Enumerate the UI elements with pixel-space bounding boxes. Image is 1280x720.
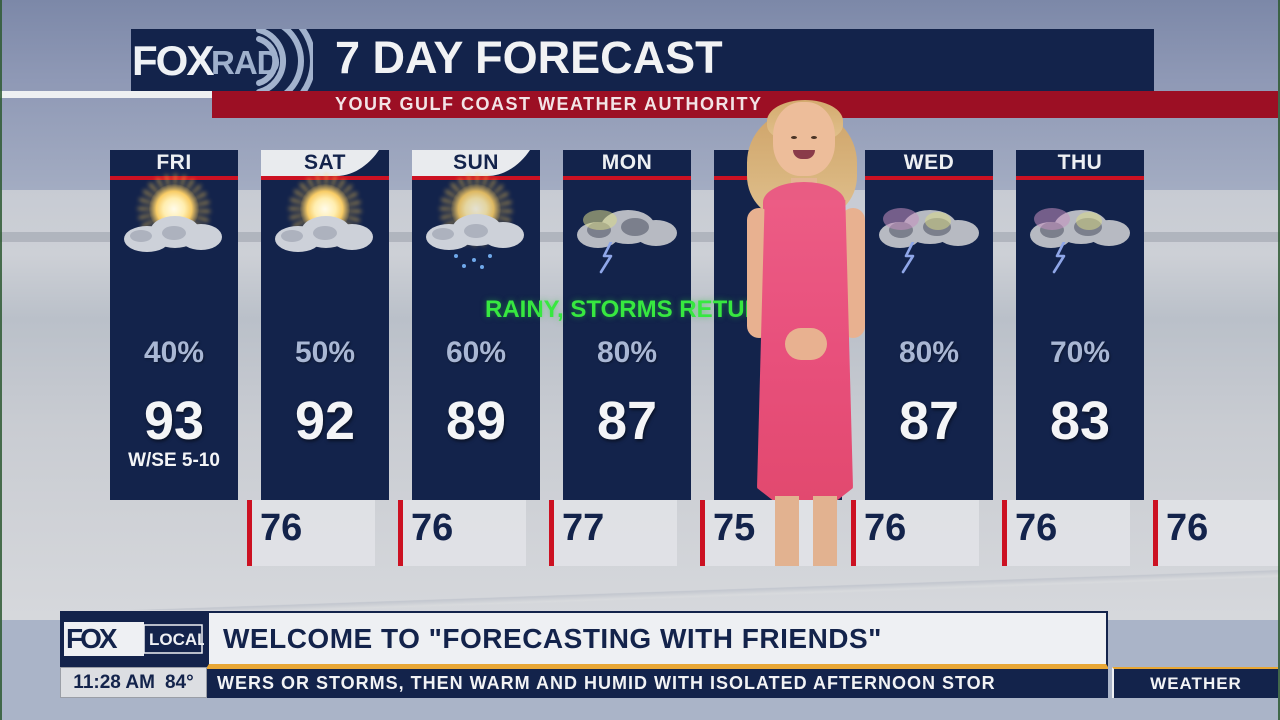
svg-text:LOCAL: LOCAL [149,630,204,649]
svg-text:RAD: RAD [211,44,280,81]
svg-text:FOX: FOX [66,623,118,654]
svg-text:FOX: FOX [132,37,214,84]
